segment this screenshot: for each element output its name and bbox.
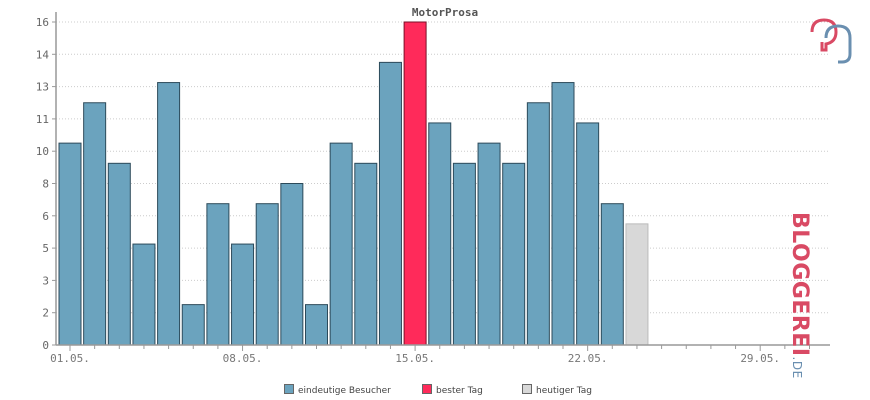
legend-item-best: bester Tag — [422, 384, 483, 396]
legend: eindeutige Besucher bester Tag heutiger … — [0, 384, 870, 398]
bar — [502, 162, 526, 346]
bar — [83, 102, 107, 346]
bar — [157, 82, 181, 346]
x-tick-label: 22.05. — [568, 352, 608, 365]
bar — [132, 243, 156, 346]
bar — [231, 243, 255, 346]
bar — [354, 162, 378, 346]
x-tick-label: 08.05. — [223, 352, 263, 365]
legend-swatch-today — [522, 384, 532, 394]
bar — [181, 304, 205, 346]
bar-best-day — [403, 21, 427, 346]
axes: 0 2 3 5 6 8 10 11 13 14 16 01.05. 08.05. 15.05. 22.05.… — [36, 12, 830, 365]
y-tick-label: 14 — [36, 48, 50, 61]
bloggerei-logo — [800, 0, 870, 230]
legend-item-today: heutiger Tag — [522, 384, 592, 396]
bar — [255, 203, 279, 346]
bar — [280, 183, 304, 346]
y-tick-label: 3 — [42, 274, 49, 287]
legend-swatch-best — [422, 384, 432, 394]
y-tick-label: 10 — [36, 145, 49, 158]
bars — [58, 21, 649, 346]
legend-item-visitors: eindeutige Besucher — [284, 384, 391, 396]
logo-mark-icon — [810, 18, 852, 64]
logo-text: BLOGGEREI.DE — [787, 212, 812, 379]
bar — [329, 142, 353, 346]
bar — [452, 162, 476, 346]
bar — [58, 142, 82, 346]
x-tick-label: 29.05. — [740, 352, 780, 365]
y-tick-label: 6 — [42, 210, 49, 223]
x-tick-label: 15.05. — [395, 352, 435, 365]
chart-title: MotorProsa — [412, 6, 478, 19]
bar — [428, 122, 452, 346]
bar — [206, 203, 230, 346]
bar — [526, 102, 550, 346]
legend-swatch-visitors — [284, 384, 294, 394]
y-tick-label: 2 — [42, 307, 49, 320]
bar — [107, 162, 131, 346]
logo-wordmark: BLOGGEREI — [787, 212, 812, 357]
logo-suffix: .DE — [790, 356, 804, 379]
legend-label-best: bester Tag — [436, 386, 483, 396]
x-tick-label: 01.05. — [50, 352, 90, 365]
bar — [305, 304, 328, 346]
bar — [576, 122, 600, 346]
y-tick-label: 5 — [42, 242, 49, 255]
bar-today — [625, 223, 649, 346]
y-tick-label: 13 — [36, 81, 49, 94]
legend-label-visitors: eindeutige Besucher — [298, 386, 391, 396]
y-tick-label: 0 — [42, 339, 49, 352]
bar — [551, 82, 575, 346]
y-tick-label: 8 — [42, 178, 49, 191]
bar — [378, 61, 402, 346]
bar — [600, 203, 624, 346]
bar — [477, 142, 501, 346]
legend-label-today: heutiger Tag — [536, 386, 593, 396]
y-tick-label: 11 — [36, 113, 49, 126]
y-tick-label: 16 — [36, 16, 49, 29]
